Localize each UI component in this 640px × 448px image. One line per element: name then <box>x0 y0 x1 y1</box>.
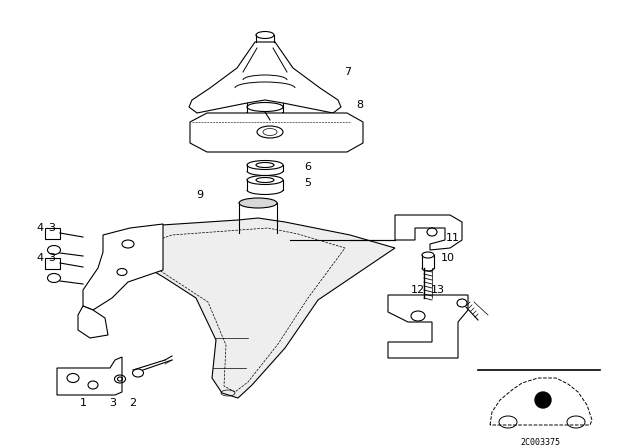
Text: 10: 10 <box>441 253 455 263</box>
Text: 9: 9 <box>196 190 204 200</box>
Polygon shape <box>78 306 108 338</box>
Polygon shape <box>118 218 395 398</box>
Text: 12: 12 <box>411 285 425 295</box>
Text: 4: 4 <box>36 223 44 233</box>
Ellipse shape <box>422 252 434 258</box>
Text: 2C003375: 2C003375 <box>520 438 560 447</box>
Polygon shape <box>57 357 122 395</box>
Bar <box>45 258 60 269</box>
Polygon shape <box>388 295 468 358</box>
Text: 4: 4 <box>36 253 44 263</box>
Text: 5: 5 <box>305 178 312 188</box>
Ellipse shape <box>239 198 277 208</box>
Text: 2: 2 <box>129 398 136 408</box>
Bar <box>45 228 60 239</box>
Text: 1: 1 <box>79 398 86 408</box>
Polygon shape <box>189 42 341 113</box>
Text: 7: 7 <box>344 67 351 77</box>
Polygon shape <box>83 224 163 310</box>
Text: 8: 8 <box>356 100 364 110</box>
Text: 11: 11 <box>446 233 460 243</box>
Polygon shape <box>395 215 462 250</box>
Polygon shape <box>190 113 363 152</box>
Text: 3: 3 <box>109 398 116 408</box>
Text: 3: 3 <box>49 253 56 263</box>
Text: 6: 6 <box>305 162 312 172</box>
Text: 13: 13 <box>431 285 445 295</box>
Text: 3: 3 <box>49 223 56 233</box>
Circle shape <box>535 392 551 408</box>
